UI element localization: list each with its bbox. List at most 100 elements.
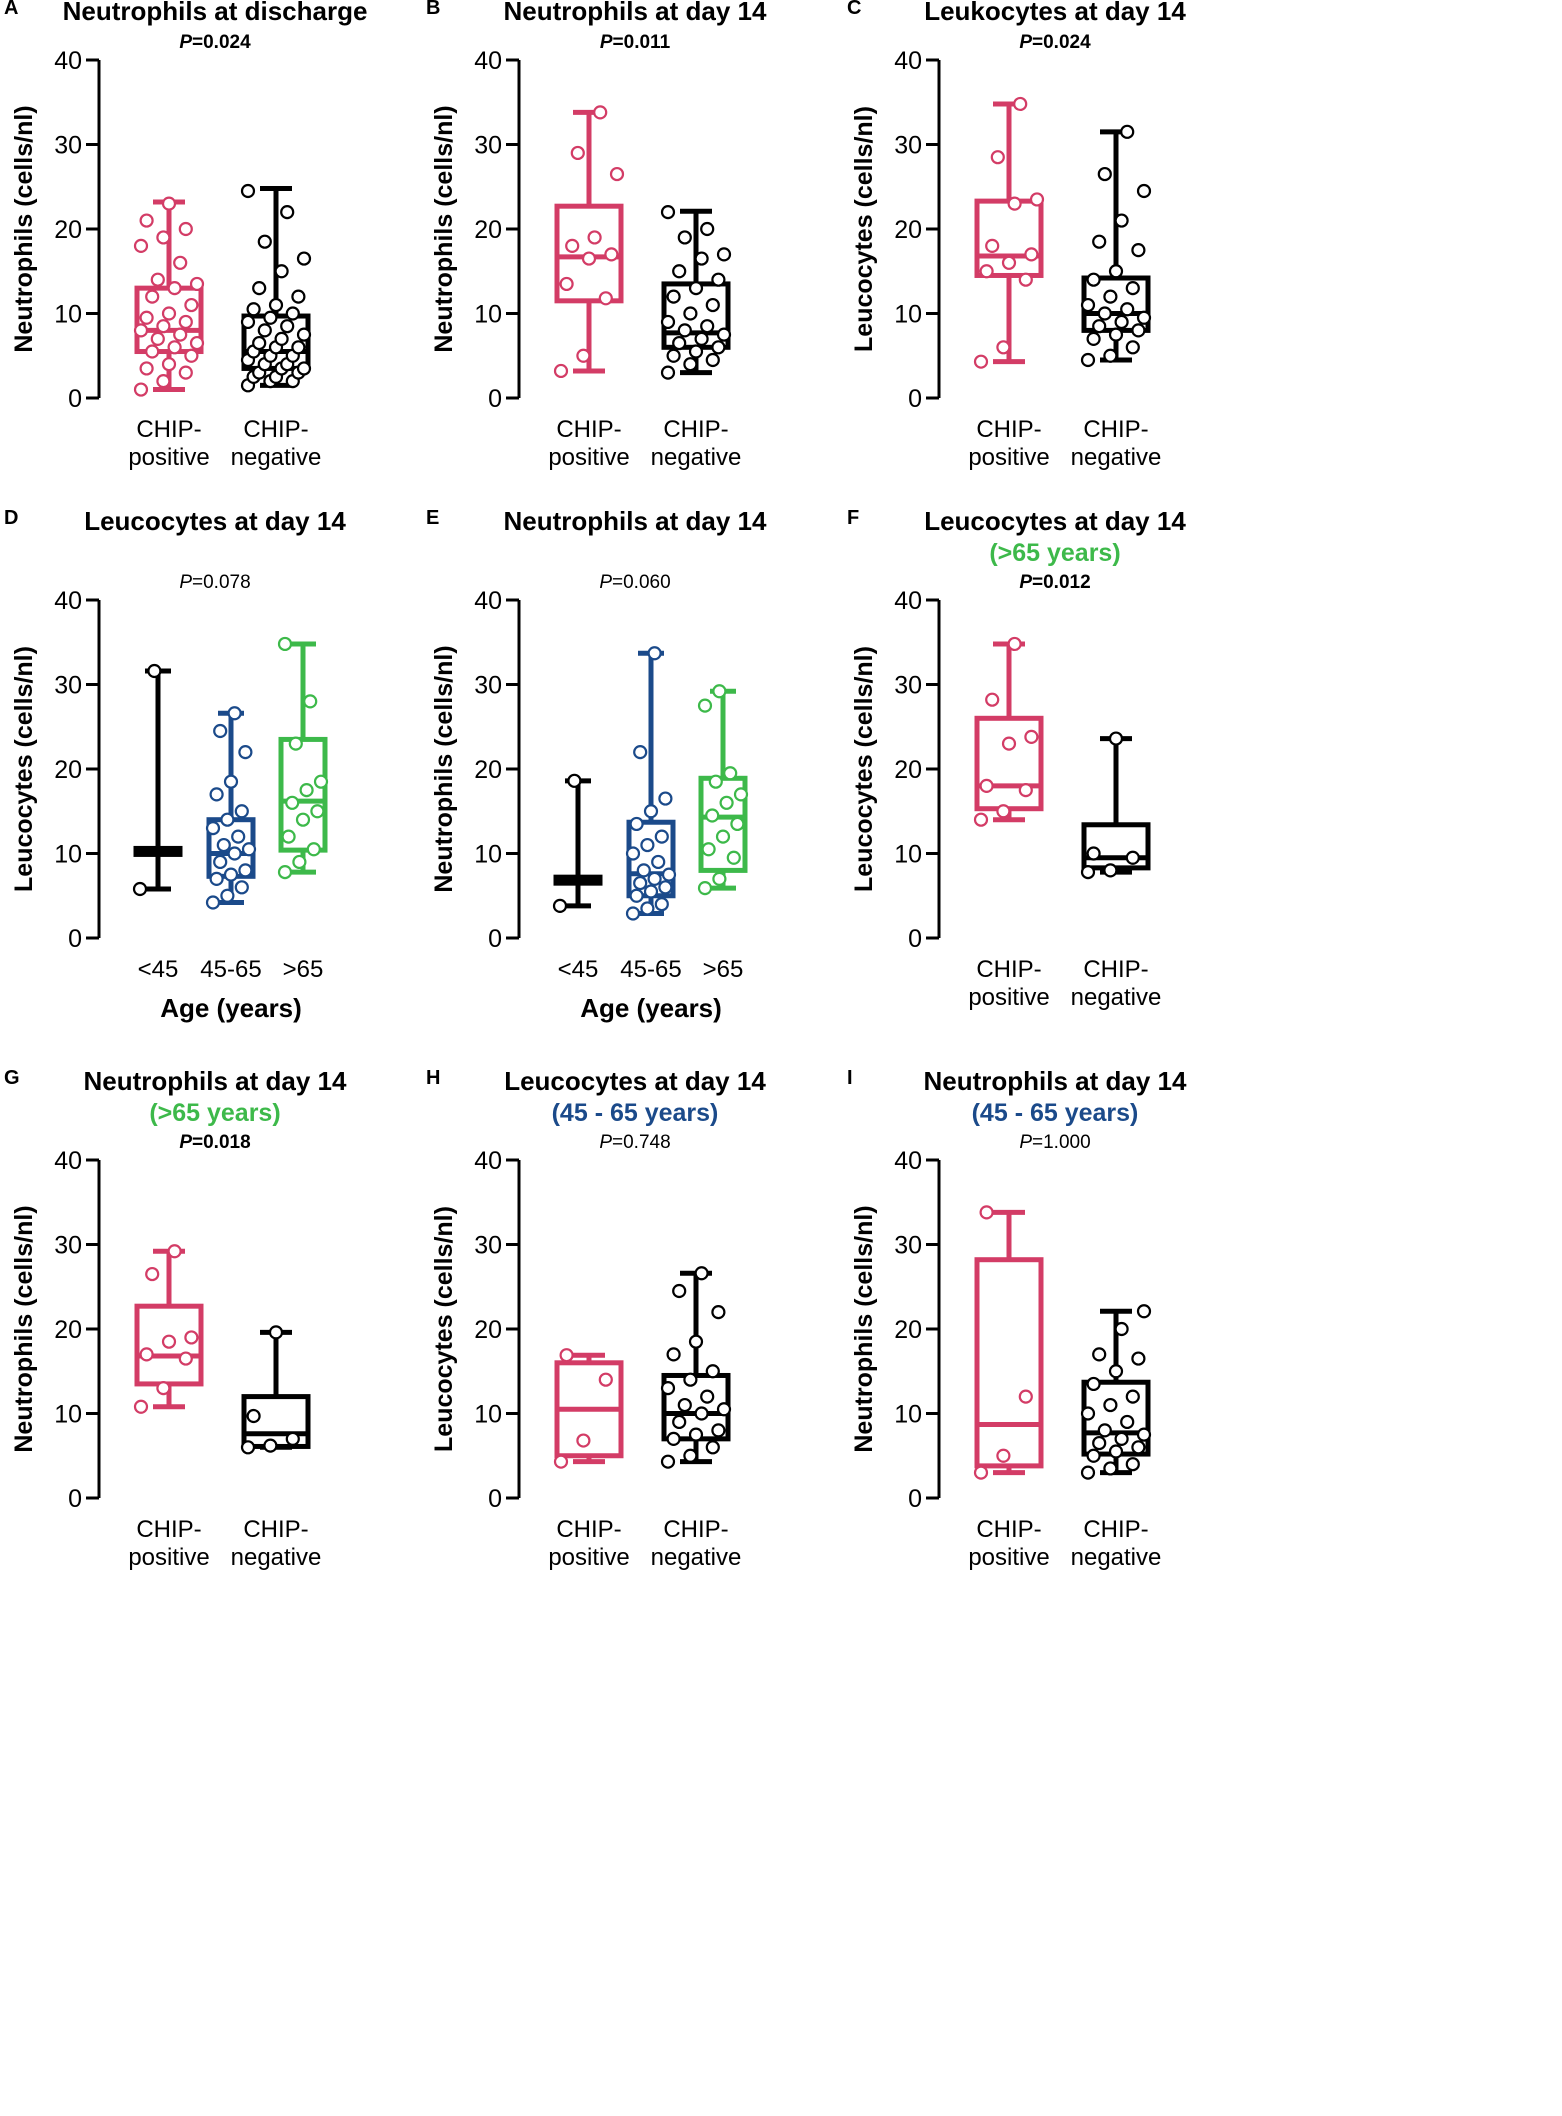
data-point bbox=[666, 1431, 681, 1446]
chart-title: Neutrophils at discharge bbox=[63, 0, 368, 26]
panel-i: I Neutrophils at day 14 (45 - 65 years) P=1… bbox=[847, 1066, 1187, 1571]
data-point bbox=[559, 1348, 574, 1363]
panel-c: C Leukocytes at day 14 P=0.024 0 10 20 30 40 Leu… bbox=[847, 0, 1186, 471]
data-point bbox=[672, 335, 687, 351]
box-group-1 bbox=[240, 183, 312, 393]
data-point bbox=[705, 1364, 720, 1379]
y-tick-label: 10 bbox=[474, 841, 502, 869]
data-point bbox=[672, 1283, 687, 1299]
category-label: negative bbox=[1071, 444, 1162, 471]
panel-letter: I bbox=[847, 1067, 853, 1089]
data-point bbox=[598, 291, 613, 306]
data-point bbox=[726, 850, 741, 865]
chart-subtitle: (45 - 65 years) bbox=[972, 1099, 1139, 1127]
data-point bbox=[694, 331, 709, 346]
panel-letter: E bbox=[426, 507, 439, 529]
data-point bbox=[184, 348, 199, 363]
p-value-label: P bbox=[600, 32, 613, 53]
y-tick-label: 10 bbox=[894, 301, 922, 329]
data-point bbox=[205, 821, 221, 836]
panel-letter: B bbox=[426, 0, 440, 19]
data-point bbox=[220, 888, 235, 903]
y-tick-label: 0 bbox=[68, 1485, 82, 1513]
data-point bbox=[658, 791, 673, 806]
box-group-0 bbox=[973, 96, 1045, 369]
data-point bbox=[1114, 1431, 1129, 1446]
data-point bbox=[1007, 196, 1022, 211]
data-point bbox=[257, 323, 272, 338]
data-point bbox=[654, 829, 669, 844]
data-point bbox=[996, 1448, 1011, 1463]
data-point bbox=[1108, 327, 1124, 342]
data-point bbox=[1097, 1423, 1112, 1438]
category-label: CHIP- bbox=[663, 416, 728, 443]
box-group-0 bbox=[552, 773, 603, 913]
data-point bbox=[238, 863, 253, 878]
y-tick-label: 20 bbox=[894, 1316, 922, 1344]
data-point bbox=[1080, 352, 1096, 368]
data-point bbox=[246, 302, 261, 317]
y-tick-label: 40 bbox=[474, 1147, 502, 1175]
data-point bbox=[1024, 729, 1039, 744]
data-point bbox=[705, 352, 720, 368]
data-point bbox=[1092, 319, 1107, 334]
data-point bbox=[205, 895, 221, 910]
box-group-0 bbox=[553, 1348, 624, 1469]
p-value-label: P bbox=[1019, 1132, 1032, 1153]
data-point bbox=[996, 804, 1011, 819]
data-point bbox=[1097, 166, 1112, 182]
data-point bbox=[640, 837, 655, 853]
data-point bbox=[708, 774, 723, 789]
data-point bbox=[161, 1334, 177, 1349]
data-point bbox=[647, 871, 662, 886]
box-group-1 bbox=[1080, 124, 1152, 368]
data-point bbox=[274, 331, 289, 346]
data-point bbox=[683, 1372, 698, 1387]
data-point bbox=[223, 867, 239, 882]
data-point bbox=[711, 272, 726, 287]
y-tick-label: 20 bbox=[474, 756, 502, 784]
data-point bbox=[711, 1423, 726, 1438]
data-point bbox=[167, 281, 182, 296]
y-tick-label: 30 bbox=[894, 1232, 922, 1260]
data-point bbox=[139, 1347, 154, 1362]
data-point bbox=[150, 272, 165, 287]
data-point bbox=[677, 1397, 692, 1413]
panel-letter: D bbox=[4, 507, 18, 529]
p-value-label: P bbox=[179, 572, 192, 593]
data-point bbox=[1080, 1406, 1096, 1421]
data-point bbox=[567, 773, 582, 788]
data-point bbox=[189, 276, 205, 292]
data-point bbox=[694, 1266, 709, 1281]
chart-title: Leucocytes at day 14 bbox=[924, 506, 1186, 536]
data-point bbox=[240, 1440, 256, 1455]
data-point bbox=[660, 365, 676, 380]
data-point bbox=[1136, 310, 1152, 325]
category-label: CHIP- bbox=[1083, 1516, 1148, 1543]
data-point bbox=[150, 331, 165, 346]
category-label: CHIP- bbox=[1083, 956, 1148, 983]
data-point bbox=[576, 348, 591, 363]
y-tick-label: 0 bbox=[488, 925, 502, 953]
data-point bbox=[1131, 323, 1146, 338]
p-value: P=0.011 bbox=[600, 32, 671, 53]
p-value: P=0.012 bbox=[1019, 572, 1090, 593]
data-point bbox=[705, 1440, 720, 1455]
p-value-number: =0.011 bbox=[613, 32, 671, 53]
data-point bbox=[559, 276, 574, 292]
y-tick-label: 30 bbox=[54, 1232, 82, 1260]
y-tick-label: 40 bbox=[894, 47, 922, 75]
p-value-label: P bbox=[1019, 572, 1032, 593]
data-point bbox=[274, 264, 289, 279]
data-point bbox=[996, 340, 1011, 355]
data-point bbox=[1136, 183, 1152, 199]
data-point bbox=[677, 230, 692, 245]
data-point bbox=[633, 744, 648, 760]
data-point bbox=[694, 1406, 709, 1421]
chart-title: Neutrophils at day 14 bbox=[504, 506, 767, 536]
data-point bbox=[178, 1351, 193, 1366]
data-point bbox=[132, 881, 148, 897]
data-point bbox=[292, 854, 307, 870]
y-axis-label: Neutrophils (cells/nl) bbox=[10, 1205, 38, 1452]
y-tick-label: 20 bbox=[54, 216, 82, 244]
